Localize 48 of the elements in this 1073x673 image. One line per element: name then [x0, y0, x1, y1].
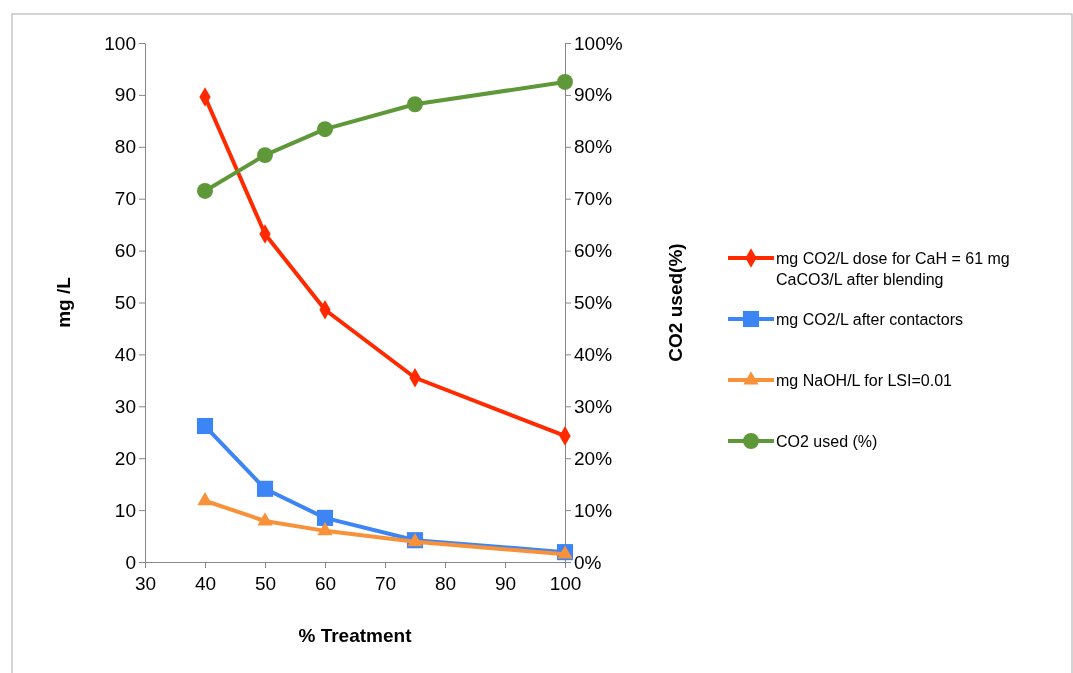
x-axis-title: % Treatment [298, 625, 413, 646]
y-tick-label: 60 [114, 240, 136, 262]
y-tick-label: 100 [104, 32, 136, 54]
y-tick-label: 40 [114, 343, 136, 365]
x-tick-label: 90 [494, 573, 517, 594]
legend-label: mg NaOH/L for LSI=0.01 [776, 372, 953, 389]
y-tick-label: 0 [125, 551, 136, 573]
x-tick-label: 40 [194, 573, 217, 594]
y-tick-label: 80 [114, 136, 136, 158]
y2-tick-label: 90% [574, 84, 613, 106]
point [316, 509, 334, 526]
x-tick-label: 70 [374, 573, 397, 594]
y2-tick-label: 0% [574, 551, 602, 573]
legend-label: CO2 used (%) [776, 433, 878, 450]
x-tick-label: 50 [254, 573, 277, 594]
y2-tick-label: 80% [574, 136, 613, 158]
y-tick-label: 10 [114, 499, 136, 521]
point [257, 512, 273, 526]
y-tick-label: 70 [114, 188, 136, 210]
x-tick-label: 80 [434, 573, 457, 594]
x-tick-label: 100 [549, 573, 582, 594]
y2-tick-label: 100% [574, 32, 623, 54]
y2-axis-title: CO2 used(%) [665, 243, 686, 362]
point [197, 182, 213, 199]
x-tick-label: 60 [314, 573, 337, 594]
point [557, 73, 573, 90]
point [257, 147, 273, 164]
y-axis-title: mg /L [53, 276, 74, 328]
point [197, 491, 213, 506]
point [196, 417, 214, 435]
y2-tick-label: 60% [574, 240, 613, 262]
y2-tick-label: 40% [574, 343, 613, 365]
y2-tick-label: 30% [574, 395, 613, 417]
point [317, 121, 333, 138]
y2-tick-label: 50% [574, 292, 613, 314]
legend-label: mg CO2/L dose for CaH = 61 mg CaCO3/L after blending [776, 250, 1010, 288]
y-tick-label: 50 [114, 292, 136, 314]
x-tick-label: 30 [134, 573, 157, 594]
point [407, 96, 423, 113]
y2-tick-label: 70% [574, 188, 613, 210]
y2-tick-label: 20% [574, 447, 613, 469]
y-tick-label: 20 [114, 447, 136, 469]
legend-label: mg CO2/L after contactors [776, 311, 964, 328]
point [317, 522, 333, 536]
y-tick-label: 90 [114, 84, 136, 106]
point [256, 480, 274, 497]
y2-tick-label: 10% [574, 499, 613, 521]
y-tick-label: 30 [114, 395, 136, 417]
